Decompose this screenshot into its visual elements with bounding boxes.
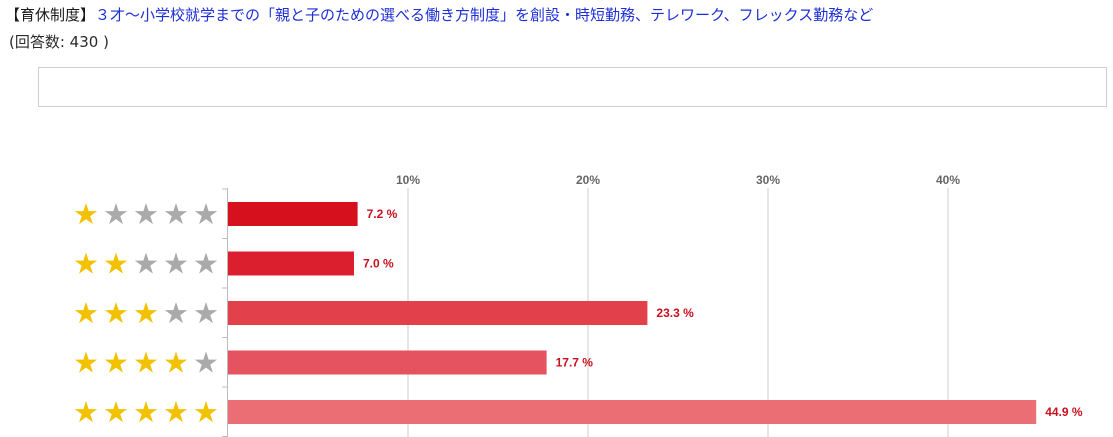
star-empty-icon: ★: [163, 247, 189, 281]
bar: [228, 400, 1037, 424]
comment-box: [38, 67, 1107, 107]
value-label: 7.0 %: [363, 257, 394, 271]
value-label: 23.3 %: [656, 306, 694, 320]
star-filled-icon: ★: [163, 346, 189, 380]
star-filled-icon: ★: [73, 395, 99, 429]
star-empty-icon: ★: [103, 197, 129, 231]
star-filled-icon: ★: [163, 395, 189, 429]
bar: [228, 251, 354, 276]
star-filled-icon: ★: [103, 346, 129, 380]
response-count: (回答数: 430 ): [9, 33, 109, 51]
star-filled-icon: ★: [73, 247, 99, 281]
category-tag: 【育休制度】: [5, 6, 96, 24]
star-filled-icon: ★: [103, 395, 129, 429]
y-axis: [222, 188, 228, 437]
value-label: 7.2 %: [367, 207, 398, 221]
x-axis-ticks: 10% 20% 30% 40%: [396, 173, 960, 187]
x-tick-label: 30%: [756, 173, 780, 187]
survey-question-title: 【育休制度】３才〜小学校就学までの「親と子のための選べる働き方制度」を創設・時短…: [5, 4, 873, 26]
star-filled-icon: ★: [133, 395, 159, 429]
bars: [228, 202, 1037, 424]
question-text: ３才〜小学校就学までの「親と子のための選べる働き方制度」を創設・時短勤務、テレワ…: [95, 6, 874, 24]
star-empty-icon: ★: [163, 197, 189, 231]
bar: [228, 350, 547, 375]
star-filled-icon: ★: [103, 247, 129, 281]
x-tick-label: 40%: [936, 173, 960, 187]
star-empty-icon: ★: [193, 296, 219, 330]
star-empty-icon: ★: [193, 247, 219, 281]
x-tick-label: 10%: [396, 173, 420, 187]
x-tick-label: 20%: [576, 173, 600, 187]
star-empty-icon: ★: [133, 197, 159, 231]
star-filled-icon: ★: [103, 296, 129, 330]
star-filled-icon: ★: [193, 395, 219, 429]
star-filled-icon: ★: [73, 197, 99, 231]
star-empty-icon: ★: [163, 296, 189, 330]
star-empty-icon: ★: [193, 197, 219, 231]
star-filled-icon: ★: [73, 296, 99, 330]
star-ratings: ★ ★ ★ ★ ★★ ★ ★ ★ ★★ ★ ★ ★ ★★ ★ ★ ★ ★★ ★ ★ ★ ★: [73, 197, 219, 429]
value-label: 44.9 %: [1045, 405, 1083, 419]
star-empty-icon: ★: [193, 346, 219, 380]
star-filled-icon: ★: [133, 346, 159, 380]
value-labels: 7.2 % 7.0 % 23.3 % 17.7 % 44.9 %: [363, 207, 1083, 419]
star-empty-icon: ★: [133, 247, 159, 281]
star-filled-icon: ★: [73, 346, 99, 380]
star-filled-icon: ★: [133, 296, 159, 330]
bar: [228, 202, 358, 226]
rating-bar-chart: 10% 20% 30% 40% 7.2 % 7.0 % 23.3 % 17.7 % 44.9 …: [73, 173, 1083, 437]
value-label: 17.7 %: [556, 356, 594, 370]
bar: [228, 301, 648, 325]
